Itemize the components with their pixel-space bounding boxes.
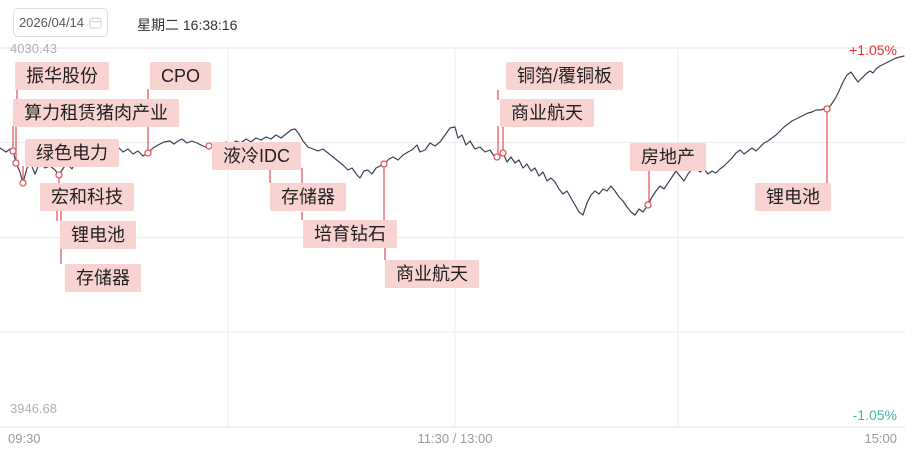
event-marker[interactable] (499, 149, 507, 157)
event-marker[interactable] (55, 171, 63, 179)
sector-label[interactable]: 房地产 (630, 143, 706, 171)
date-value: 2026/04/14 (18, 15, 85, 30)
sector-label[interactable]: CPO (150, 62, 212, 90)
weekday-time: 星期二 16:38:16 (137, 17, 238, 33)
sector-label[interactable]: 商业航天 (385, 260, 479, 288)
event-marker[interactable] (823, 105, 831, 113)
event-marker[interactable] (644, 201, 652, 209)
price-line (0, 55, 905, 216)
x-axis-open-label: 09:30 (8, 431, 41, 446)
event-marker[interactable] (19, 179, 27, 187)
sector-label[interactable]: 振华股份 (15, 62, 109, 90)
date-picker[interactable]: 2026/04/14 (13, 8, 108, 37)
y-axis-top-value: 4030.43 (10, 41, 57, 56)
sector-label[interactable]: 存储器 (65, 264, 141, 292)
sector-label[interactable]: 绿色电力 (25, 139, 119, 167)
sector-label[interactable]: 锂电池 (755, 183, 831, 211)
sector-label[interactable]: 液冷IDC (212, 142, 301, 170)
sector-label[interactable]: 锂电池 (60, 221, 136, 249)
calendar-icon[interactable] (89, 16, 102, 29)
event-marker[interactable] (12, 159, 20, 167)
pct-top-label: +1.05% (849, 42, 897, 58)
event-marker[interactable] (493, 153, 501, 161)
sector-label[interactable]: 存储器 (270, 183, 346, 211)
sector-label[interactable]: 商业航天 (500, 99, 594, 127)
pct-bottom-label: -1.05% (852, 407, 897, 423)
event-marker[interactable] (9, 147, 17, 155)
event-marker[interactable] (380, 160, 388, 168)
sector-label[interactable]: 铜箔/覆铜板 (506, 62, 624, 90)
x-axis-close-label: 15:00 (864, 431, 897, 446)
sector-label[interactable]: 算力租赁猪肉产业 (13, 99, 179, 127)
sector-label[interactable]: 培育钻石 (303, 220, 397, 248)
y-axis-bottom-value: 3946.68 (10, 401, 57, 416)
sector-label[interactable]: 宏和科技 (40, 183, 134, 211)
x-axis-noon-label: 11:30 / 13:00 (417, 431, 493, 446)
event-marker[interactable] (144, 149, 152, 157)
